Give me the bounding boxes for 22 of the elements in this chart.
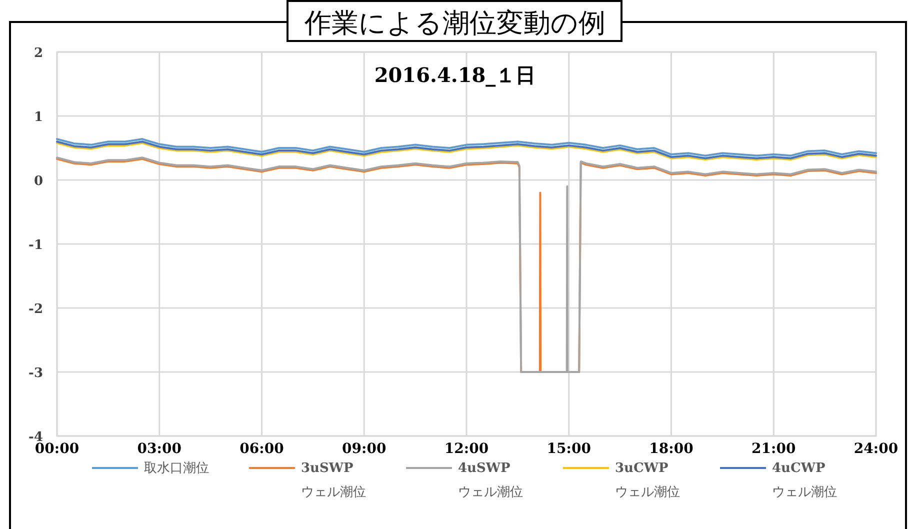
x-tick-label: 03:00: [137, 441, 182, 457]
legend-label: 3uCWP ウェル潮位: [615, 461, 680, 500]
x-tick-label: 24:00: [854, 441, 898, 457]
y-tick-label: 2: [34, 46, 43, 61]
x-tick-label: 00:00: [34, 441, 80, 457]
y-tick-label: 0: [34, 174, 43, 189]
x-tick-label: 12:00: [444, 441, 489, 457]
y-tick-label: -3: [28, 366, 43, 381]
legend-label: 3uSWP ウェル潮位: [301, 461, 366, 500]
y-tick-label: 1: [34, 110, 43, 125]
x-tick-label: 15:00: [546, 441, 592, 457]
chart-title: 作業による潮位変動の例: [304, 8, 606, 39]
legend-label: 取水口潮位: [144, 461, 209, 476]
legend-label: 4uSWP ウェル潮位: [458, 461, 523, 500]
x-tick-label: 09:00: [342, 441, 386, 457]
x-tick-label: 06:00: [240, 441, 284, 457]
x-tick-label: 21:00: [752, 441, 796, 457]
y-tick-label: -2: [28, 302, 43, 317]
legend-label: 4uCWP ウェル潮位: [772, 461, 837, 500]
text: 2016.4.18_１日: [374, 63, 536, 87]
x-tick-label: 18:00: [649, 441, 694, 457]
y-tick-label: -1: [28, 238, 43, 253]
